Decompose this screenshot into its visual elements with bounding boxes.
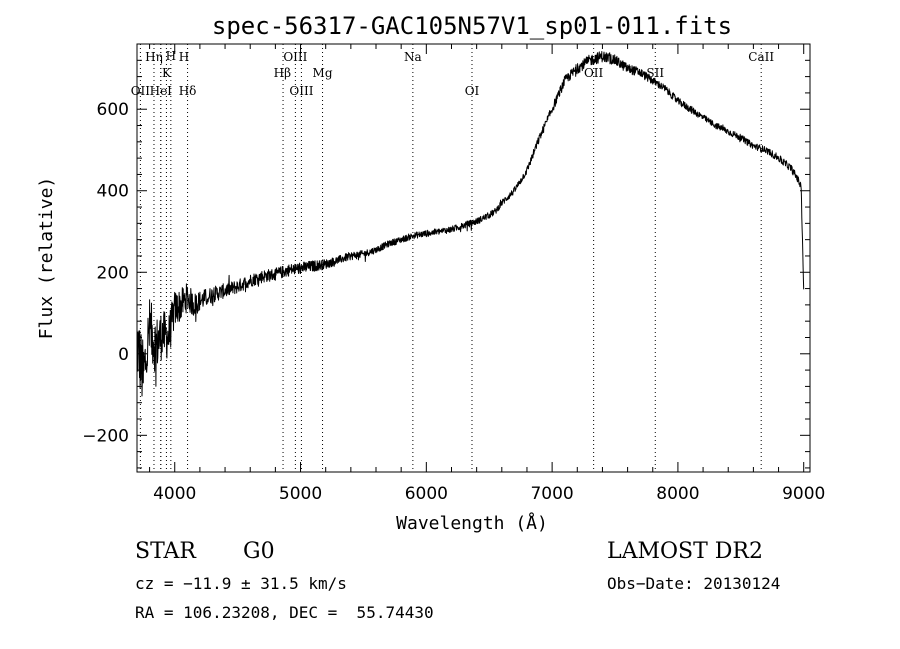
spectral-line-markers: [139, 44, 762, 472]
x-tick-label: 9000: [782, 484, 825, 504]
chart-title: spec-56317-GAC105N57V1_sp01-011.fits: [212, 12, 732, 40]
spectral-line-label-5: H: [166, 49, 176, 63]
spectral-line-label-10: Mg: [313, 66, 333, 80]
spectral-line-label-6: Hδ: [179, 84, 197, 98]
velocity-readout: cz = −11.9 ± 31.5 km/s: [135, 574, 347, 593]
y-tick-label: 0: [118, 345, 129, 365]
spectral-line-label-14: SII: [646, 66, 664, 80]
observation-date: Obs−Date: 20130124: [607, 574, 781, 593]
x-tick-label: 4000: [153, 484, 196, 504]
spectral-subclass: G0: [243, 539, 275, 564]
spectral-line-label-1: Hη: [145, 50, 163, 64]
y-tick-label: 400: [97, 182, 129, 202]
x-tick-label: 5000: [279, 484, 322, 504]
spectral-line-label-13: OII: [584, 66, 604, 80]
coordinates-readout: RA = 106.23208, DEC = 55.74430: [135, 603, 434, 622]
y-tick-label: −200: [82, 426, 129, 446]
spectral-line-label-8: OIII: [283, 50, 307, 64]
spectral-line-label-15: CaII: [748, 50, 774, 64]
axis-ticks: 4000 5000 6000 7000 8000 9000 −200 0 200 400 600: [82, 44, 825, 504]
spectral-line-label-7: Hβ: [274, 66, 291, 80]
y-axis-label: Flux (relative): [36, 177, 57, 340]
x-tick-label: 6000: [405, 484, 448, 504]
spectral-line-label-12: OI: [465, 84, 480, 98]
y-tick-label: 600: [97, 100, 129, 120]
spectral-line-label-11: Na: [404, 50, 422, 64]
spectral-line-label-3: HeI: [150, 84, 173, 98]
spectral-line-label-4: K: [162, 66, 172, 80]
spectral-line-label-0: OII: [131, 84, 151, 98]
spectral-line-label-9: OIII: [289, 84, 313, 98]
x-tick-label: 8000: [656, 484, 699, 504]
x-tick-label: 7000: [530, 484, 573, 504]
x-axis-label: Wavelength (Å): [396, 512, 548, 534]
object-type: STAR: [135, 539, 196, 564]
spectrum-series-line: [136, 51, 805, 397]
spectral-line-label-2: H: [179, 50, 189, 64]
y-tick-label: 200: [97, 263, 129, 283]
survey-name: LAMOST DR2: [607, 539, 763, 564]
plot-frame: [136, 43, 811, 473]
